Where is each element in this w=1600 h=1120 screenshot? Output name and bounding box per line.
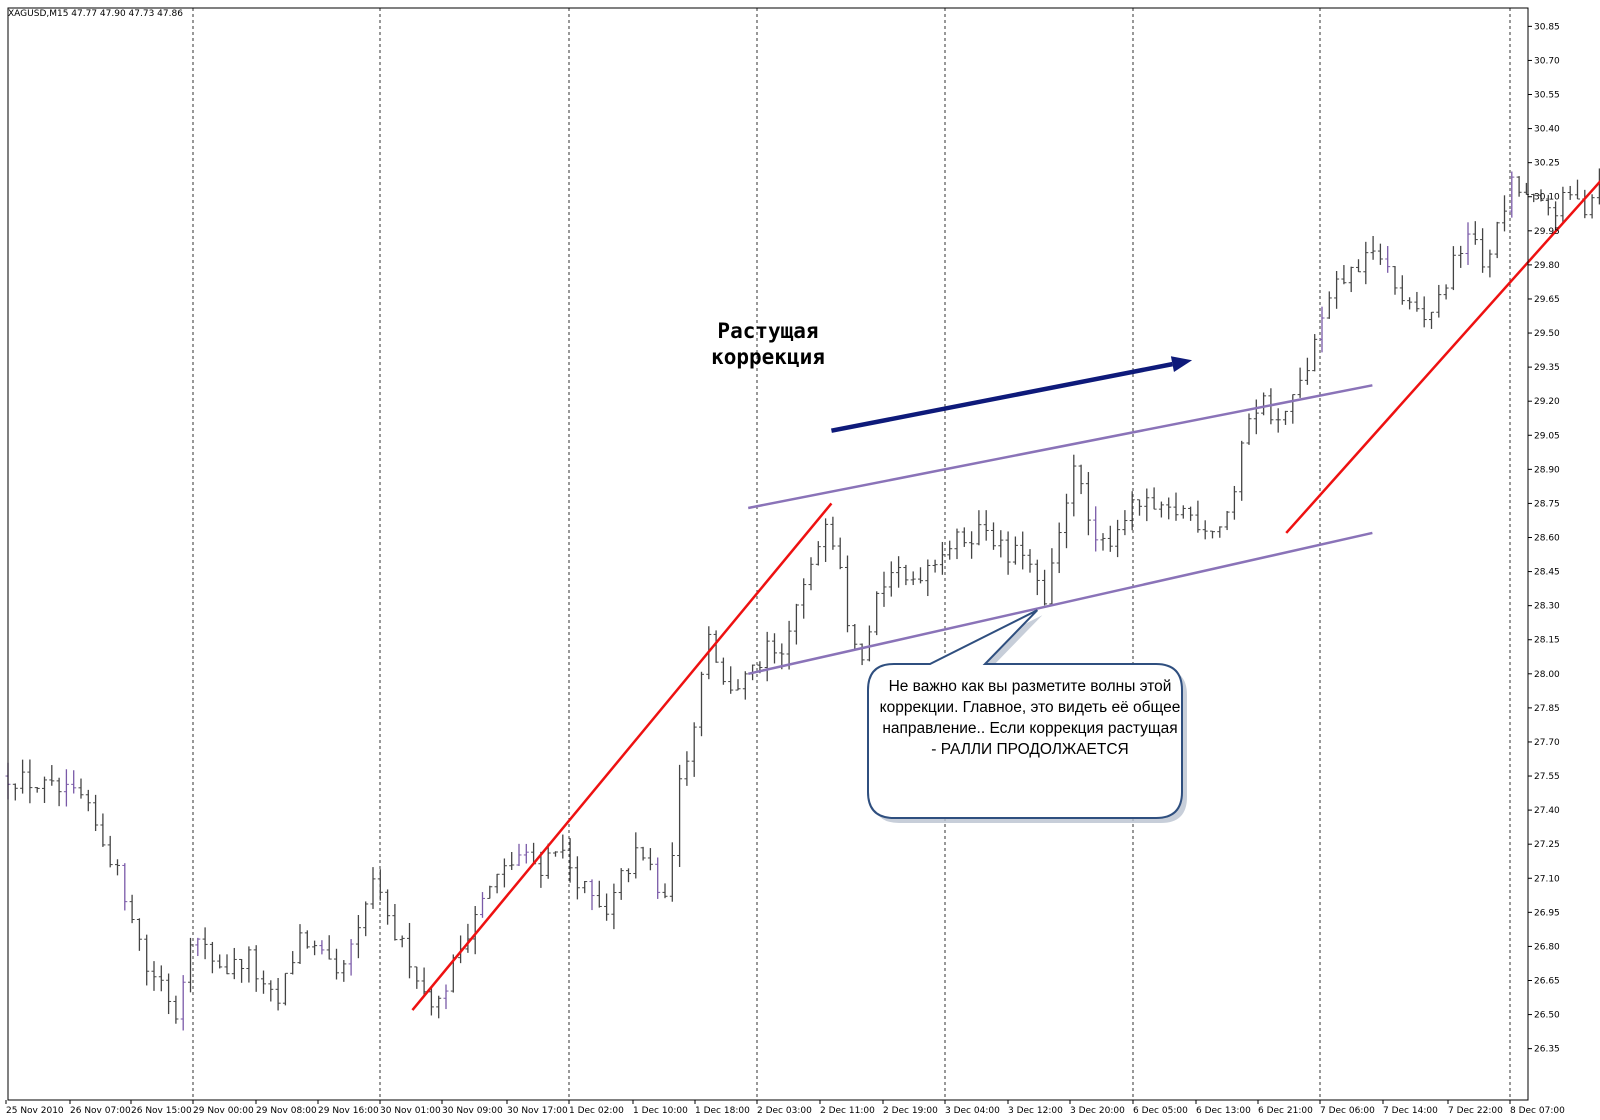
y-tick-label: 26.50 [1534,1011,1560,1021]
x-tick-label: 3 Dec 20:00 [1070,1106,1125,1116]
y-tick-label: 28.75 [1534,499,1560,509]
y-tick-label: 28.30 [1534,602,1560,612]
y-tick-label: 28.00 [1534,670,1560,680]
y-tick-label: 29.65 [1534,295,1560,305]
y-tick-label: 30.55 [1534,91,1560,101]
impulse-trendline [1285,179,1600,534]
x-tick-label: 29 Nov 08:00 [256,1106,317,1116]
callout-text: Не важно как вы разметите волны этой кор… [879,678,1181,758]
x-tick-label: 1 Dec 10:00 [633,1106,688,1116]
y-tick-label: 30.25 [1534,159,1560,169]
y-tick-label: 27.55 [1534,772,1560,782]
y-tick-label: 27.85 [1534,704,1560,714]
y-tick-label: 30.85 [1534,22,1560,32]
x-tick-label: 30 Nov 01:00 [380,1106,441,1116]
trend-lines [411,179,1600,1011]
y-tick-label: 27.70 [1534,738,1560,748]
time-axis: 25 Nov 2010 26 Nov 07:00 26 Nov 15:00 29 No… [5,1100,1565,1116]
x-tick-label: 7 Dec 06:00 [1320,1106,1375,1116]
channel-line [747,531,1373,676]
x-tick-label: 29 Nov 00:00 [193,1106,254,1116]
y-tick-label: 30.10 [1534,193,1560,203]
price-bars [5,168,1600,1031]
y-tick-label: 29.50 [1534,329,1560,339]
x-tick-label: 3 Dec 12:00 [1008,1106,1063,1116]
x-tick-label: 2 Dec 03:00 [757,1106,812,1116]
x-tick-label: 6 Dec 05:00 [1133,1106,1188,1116]
y-tick-label: 26.65 [1534,976,1560,986]
y-tick-label: 27.10 [1534,874,1560,884]
correction-annotation: Растущая коррекция [711,319,825,369]
callout-bubble [867,609,1183,819]
x-tick-label: 7 Dec 14:00 [1383,1106,1438,1116]
y-tick-label: 26.35 [1534,1045,1560,1055]
y-tick-label: 26.95 [1534,908,1560,918]
x-tick-label: 7 Dec 22:00 [1448,1106,1503,1116]
channel-line [747,384,1373,510]
x-tick-label: 26 Nov 07:00 [70,1106,131,1116]
impulse-trendline [411,502,833,1011]
y-tick-label: 30.40 [1534,125,1560,135]
x-tick-label: 29 Nov 16:00 [318,1106,379,1116]
chart-grid [192,8,1511,1100]
x-tick-label: 8 Dec 07:00 [1510,1106,1565,1116]
x-tick-label: 2 Dec 11:00 [820,1106,875,1116]
y-tick-label: 29.05 [1534,431,1560,441]
chart-frame [7,7,1529,1101]
y-tick-label: 28.90 [1534,465,1560,475]
y-tick-label: 28.60 [1534,534,1560,544]
x-tick-label: 30 Nov 09:00 [442,1106,503,1116]
y-tick-label: 29.35 [1534,363,1560,373]
y-tick-label: 27.25 [1534,840,1560,850]
x-tick-label: 25 Nov 2010 [6,1106,64,1116]
y-tick-label: 30.70 [1534,56,1560,66]
x-tick-label: 3 Dec 04:00 [945,1106,1000,1116]
plot-border [7,7,1529,1101]
x-tick-label: 2 Dec 19:00 [883,1106,938,1116]
x-tick-label: 1 Dec 18:00 [695,1106,750,1116]
y-tick-label: 29.95 [1534,227,1560,237]
y-tick-label: 27.40 [1534,806,1560,816]
y-tick-label: 26.80 [1534,942,1560,952]
direction-arrow-shaft [831,361,1173,433]
y-tick-label: 29.80 [1534,261,1560,271]
symbol-header: XAGUSD,M15 47.77 47.90 47.73 47.86 [8,9,183,19]
x-tick-label: 1 Dec 02:00 [569,1106,624,1116]
x-tick-label: 26 Nov 15:00 [131,1106,192,1116]
direction-arrowhead [1170,356,1193,372]
x-tick-label: 6 Dec 21:00 [1258,1106,1313,1116]
y-tick-label: 28.15 [1534,636,1560,646]
y-tick-label: 28.45 [1534,568,1560,578]
price-axis: 30.85 30.70 30.55 30.40 30.25 30.10 29.95 29.80… [1528,22,1560,1055]
x-tick-label: 6 Dec 13:00 [1196,1106,1251,1116]
x-tick-label: 30 Nov 17:00 [507,1106,568,1116]
y-tick-label: 29.20 [1534,397,1560,407]
